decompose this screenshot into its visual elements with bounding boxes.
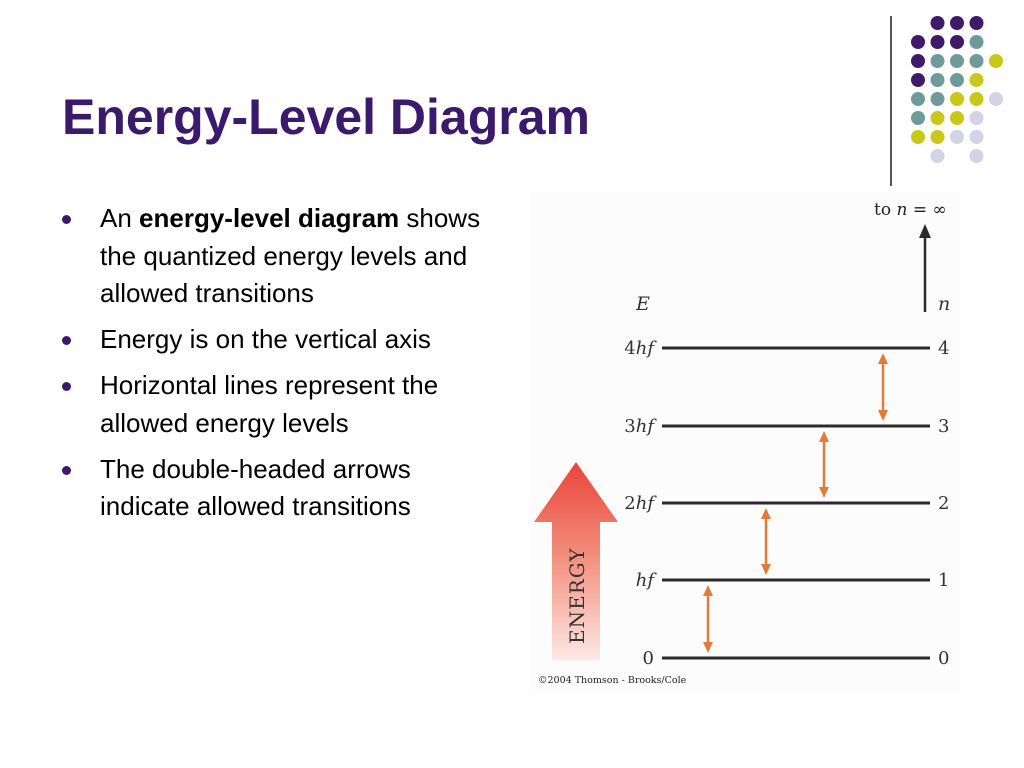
bullet-dot — [62, 336, 71, 345]
energy-arrow-label: ENERGY — [565, 547, 589, 644]
infinity-label: to n = ∞ — [874, 200, 947, 220]
decorative-dot — [950, 111, 964, 125]
bullet-dot — [62, 215, 71, 224]
decorative-dot — [969, 16, 984, 30]
quantum-number-label: 3 — [938, 416, 949, 437]
transition-arrow — [761, 508, 771, 575]
decorative-dot — [969, 149, 984, 163]
energy-axis-label: E — [635, 293, 650, 315]
decorative-dot — [969, 54, 984, 68]
copyright-text: ©2004 Thomson - Brooks/Cole — [538, 675, 687, 686]
transition-arrow — [819, 431, 829, 498]
infinity-arrow-head — [919, 224, 931, 238]
bullet-text-rest: shows the quantized energy levels and al… — [100, 203, 481, 308]
transition-arrow — [703, 585, 713, 653]
decorative-dot — [911, 92, 925, 106]
decorative-dot — [911, 130, 925, 144]
bullet-text-lead: An — [100, 203, 140, 233]
quantum-number-label: 0 — [938, 648, 949, 669]
bullet-text: The double-headed arrows indicate allowe… — [100, 453, 411, 522]
decorative-dot — [911, 73, 925, 87]
diagram-background — [530, 192, 960, 692]
decorative-dot — [930, 35, 945, 49]
quantum-number-label: 4 — [938, 338, 949, 359]
decorative-dot — [969, 111, 984, 125]
quantum-number-label: 2 — [938, 493, 949, 514]
decorative-dot — [911, 111, 925, 125]
energy-value-label: 2hf — [624, 493, 657, 514]
bullet-dot — [62, 465, 71, 475]
bullet-item: The double-headed arrows indicate allowe… — [62, 451, 502, 526]
slide-title: Energy-Level Diagram — [62, 89, 590, 145]
bullet-text: Energy is on the vertical axis — [100, 324, 431, 354]
decorative-dot — [930, 16, 945, 30]
decorative-dot — [930, 54, 945, 68]
decorative-dot — [911, 35, 925, 49]
transition-arrow — [878, 353, 888, 421]
decorative-dot — [969, 130, 984, 144]
decorative-dot — [989, 54, 1003, 68]
bullet-list: An energy-level diagram shows the quanti… — [62, 200, 502, 534]
level-axis-label: n — [938, 293, 950, 315]
decorative-dot — [950, 35, 964, 49]
decorative-dot — [930, 111, 945, 125]
bullet-item: Energy is on the vertical axis — [62, 321, 502, 359]
decorative-dot — [969, 92, 984, 106]
decorative-dot — [950, 16, 964, 30]
bullet-item: Horizontal lines represent the allowed e… — [62, 367, 502, 442]
energy-level-diagram: to n = ∞ E n ENERGY 0 0 hf 1 2hf 2 3hf 3 4hf 4 ©2… — [530, 192, 960, 692]
decorative-dot — [989, 92, 1003, 106]
title-divider-line — [890, 16, 892, 186]
energy-value-label: 3hf — [624, 416, 657, 437]
energy-value-label: hf — [636, 570, 658, 591]
bullet-item: An energy-level diagram shows the quanti… — [62, 200, 502, 313]
decorative-dot — [930, 149, 945, 163]
bullet-dot — [62, 382, 71, 391]
decorative-dot — [950, 92, 964, 106]
decorative-dot — [969, 73, 984, 87]
decorative-dot — [969, 35, 984, 49]
decorative-dot — [950, 130, 964, 144]
quantum-number-label: 1 — [938, 570, 949, 591]
bullet-text: Horizontal lines represent the allowed e… — [100, 370, 439, 438]
decorative-dot — [950, 54, 964, 68]
decorative-dot — [930, 92, 945, 106]
decorative-dot — [930, 73, 945, 87]
decorative-dot — [911, 54, 925, 68]
bullet-bold-term: energy-level diagram — [139, 203, 400, 233]
decorative-dot — [930, 130, 945, 144]
energy-value-label: 4hf — [624, 338, 657, 359]
decorative-dot — [950, 73, 964, 87]
energy-arrow — [534, 462, 618, 660]
energy-value-label: 0 — [643, 648, 654, 669]
